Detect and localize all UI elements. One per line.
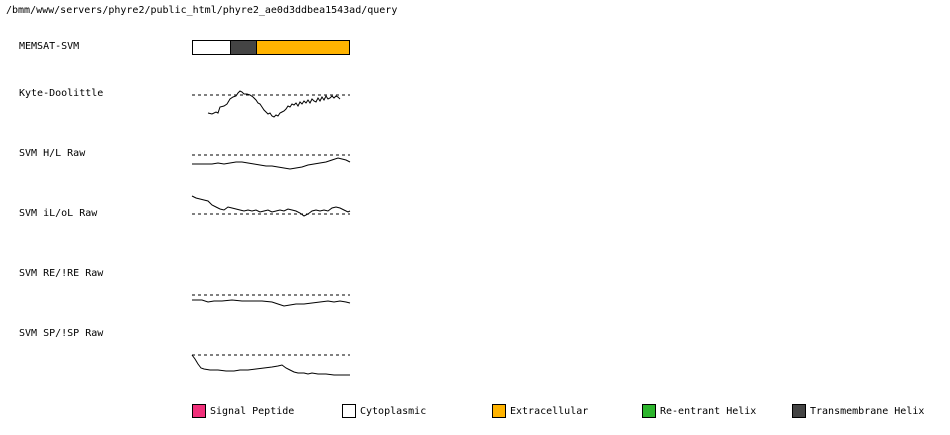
legend-label: Transmembrane Helix	[810, 405, 925, 417]
svm-hl-plot	[192, 154, 351, 170]
legend-label: Cytoplasmic	[360, 405, 427, 417]
svm-sp-trace	[191, 354, 350, 376]
svm-re-plot	[192, 294, 351, 307]
row-label-memsat: MEMSAT-SVM	[19, 41, 80, 52]
svm-ilol-trace	[191, 195, 351, 217]
legend-swatch-cytoplasmic	[342, 404, 356, 418]
legend-transmembrane-helix: Transmembrane Helix	[792, 404, 924, 418]
row-label-kyte-doolittle: Kyte-Doolittle	[19, 88, 104, 99]
legend-label: Extracellular	[510, 405, 589, 417]
topology-segment-transmembrane-helix	[229, 41, 256, 54]
legend-extracellular: Extracellular	[492, 404, 588, 418]
svm-sp-plot	[191, 354, 350, 376]
topology-segment-extracellular	[255, 41, 349, 54]
legend-label: Re-entrant Helix	[660, 405, 757, 417]
legend-swatch-signal-peptide	[192, 404, 206, 418]
row-label-svm-re: SVM RE/!RE Raw	[19, 268, 104, 279]
legend-cytoplasmic: Cytoplasmic	[342, 404, 426, 418]
kyte-doolittle-plot	[192, 90, 350, 118]
row-label-svm-ilol: SVM iL/oL Raw	[19, 208, 98, 219]
svm-ilol-plot	[191, 195, 351, 217]
svm-re-trace	[192, 299, 351, 307]
legend-label: Signal Peptide	[210, 405, 295, 417]
path-title: /bmm/www/servers/phyre2/public_html/phyr…	[6, 5, 398, 16]
legend-swatch-transmembrane-helix	[792, 404, 806, 418]
row-label-svm-sp: SVM SP/!SP Raw	[19, 328, 104, 339]
svm-hl-trace	[192, 157, 351, 170]
memsat-topology-bar	[192, 40, 350, 55]
hydrophobicity-trace	[207, 90, 341, 118]
legend-swatch-re-entrant-helix	[642, 404, 656, 418]
row-label-svm-hl: SVM H/L Raw	[19, 148, 86, 159]
legend-signal-peptide: Signal Peptide	[192, 404, 294, 418]
legend-swatch-extracellular	[492, 404, 506, 418]
legend-re-entrant-helix: Re-entrant Helix	[642, 404, 756, 418]
topology-segment-cytoplasmic	[193, 41, 230, 54]
